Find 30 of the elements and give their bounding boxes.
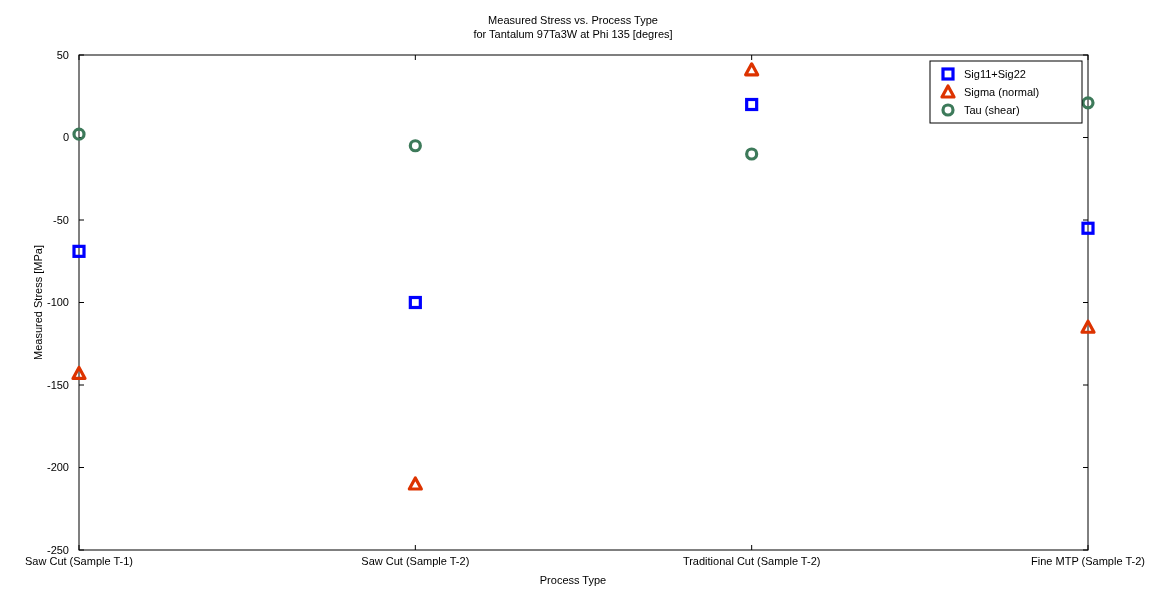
point (1081, 96, 1095, 110)
chart-title: Measured Stress vs. Process Type (488, 14, 658, 26)
legend-label: Sigma (normal) (964, 85, 1040, 98)
x-tick-label: Saw Cut (Sample T-1) (24, 555, 134, 567)
point (408, 295, 422, 310)
x-tick-label: Saw Cut (Sample T-2) (361, 555, 470, 567)
legend-label: Tau (shear) (964, 103, 1020, 116)
x-tick-label: Traditional Cut (Sample T-2) (682, 555, 821, 567)
y-tick-label: -100 (46, 296, 69, 309)
y-tick-label: -250 (46, 543, 69, 556)
legend-label: Sig11+Sig22 (964, 67, 1026, 80)
y-tick-label: -50 (53, 213, 69, 226)
point (71, 365, 87, 381)
point (408, 139, 422, 153)
point (1081, 221, 1095, 235)
point (744, 62, 760, 77)
y-tick-label: 0 (62, 131, 69, 144)
y-tick-label: 50 (56, 48, 69, 61)
y-axis-title: Measured Stress [MPa] (32, 245, 44, 360)
point (745, 97, 759, 112)
point (1080, 319, 1096, 334)
y-tick-label: -150 (46, 378, 69, 391)
x-axis-title: Process Type (539, 574, 607, 586)
point (72, 127, 86, 141)
chart-subtitle: for Tantalum 97Ta3W at Phi 135 [degres] (473, 28, 673, 40)
point (745, 147, 759, 161)
point (72, 244, 86, 258)
y-tick-label: -200 (46, 461, 69, 474)
x-tick-label: Fine MTP (Sample T-2) (1031, 555, 1145, 567)
point (407, 476, 423, 491)
